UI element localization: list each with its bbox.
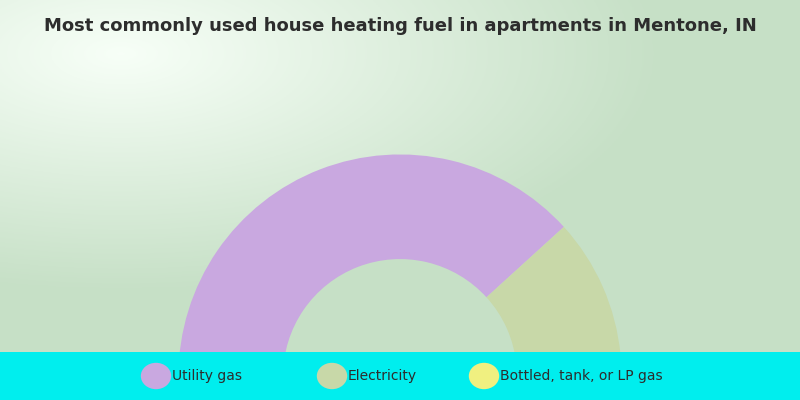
Text: Most commonly used house heating fuel in apartments in Mentone, IN: Most commonly used house heating fuel in… (44, 17, 756, 35)
Ellipse shape (141, 363, 171, 389)
Text: Electricity: Electricity (348, 369, 417, 383)
Wedge shape (178, 154, 564, 376)
Ellipse shape (469, 363, 499, 389)
Wedge shape (517, 355, 622, 376)
Ellipse shape (317, 363, 347, 389)
Text: Bottled, tank, or LP gas: Bottled, tank, or LP gas (500, 369, 662, 383)
Wedge shape (486, 227, 621, 365)
Text: Utility gas: Utility gas (172, 369, 242, 383)
